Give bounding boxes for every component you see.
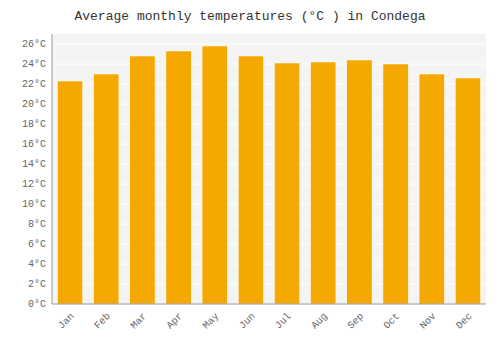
grid-line: [52, 304, 486, 305]
y-axis-line: [52, 34, 53, 304]
bar: [57, 81, 82, 304]
plot-area: [52, 34, 486, 304]
bar: [94, 74, 119, 304]
x-tick-label: Dec: [454, 311, 475, 332]
grid: [52, 44, 486, 304]
x-tick-label: Jun: [237, 311, 258, 332]
title: Average monthly temperatures (°C ) in Co…: [74, 9, 425, 24]
grid-line: [52, 64, 486, 65]
x-tick-label: Sep: [346, 311, 367, 332]
y-axis-labels: 0°C 2°C 4°C 6°C 8°C 10°C 12°C 14°C 16°C 18°C 20°C 2…: [22, 39, 46, 310]
bar: [419, 74, 444, 304]
x-tick-label: Nov: [418, 311, 439, 332]
x-axis-labels: Jan Feb Mar Apr May Jun Jul Aug Sep Oct Nov Dec: [56, 311, 474, 332]
x-tick-label: Aug: [309, 311, 330, 332]
x-tick-label: Oct: [382, 311, 403, 332]
chart: 0°C 2°C 4°C 6°C 8°C 10°C 12°C 14°C 16°C 18°C 20°C 2…: [0, 0, 500, 350]
y-tick-label: 22°C: [22, 79, 46, 90]
bar: [347, 60, 372, 304]
y-tick-label: 8°C: [28, 219, 46, 230]
x-tick-label: Feb: [92, 311, 113, 332]
y-tick-label: 10°C: [22, 199, 46, 210]
y-tick-label: 12°C: [22, 179, 46, 190]
y-tick-label: 2°C: [28, 279, 46, 290]
y-tick-label: 4°C: [28, 259, 46, 270]
bar: [455, 78, 480, 304]
y-tick-label: 18°C: [22, 119, 46, 130]
y-tick-label: 14°C: [22, 159, 46, 170]
bar: [383, 64, 408, 304]
bar: [166, 51, 191, 304]
bar: [238, 56, 263, 304]
x-axis-line: [52, 304, 486, 305]
x-tick-label: Jul: [273, 311, 294, 332]
bars: [57, 46, 480, 304]
bar: [202, 46, 227, 304]
x-tick-label: May: [201, 311, 222, 332]
y-tick-label: 20°C: [22, 99, 46, 110]
y-tick-label: 16°C: [22, 139, 46, 150]
bar: [274, 63, 299, 304]
y-tick-label: 6°C: [28, 239, 46, 250]
bar: [311, 62, 336, 304]
y-tick-label: 26°C: [22, 39, 46, 50]
x-tick-label: Apr: [165, 311, 186, 332]
grid-line: [52, 44, 486, 45]
y-tick-label: 24°C: [22, 59, 46, 70]
x-tick-label: Jan: [56, 311, 77, 332]
bar: [130, 56, 155, 304]
x-tick-label: Mar: [129, 311, 150, 332]
y-tick-label: 0°C: [28, 299, 46, 310]
